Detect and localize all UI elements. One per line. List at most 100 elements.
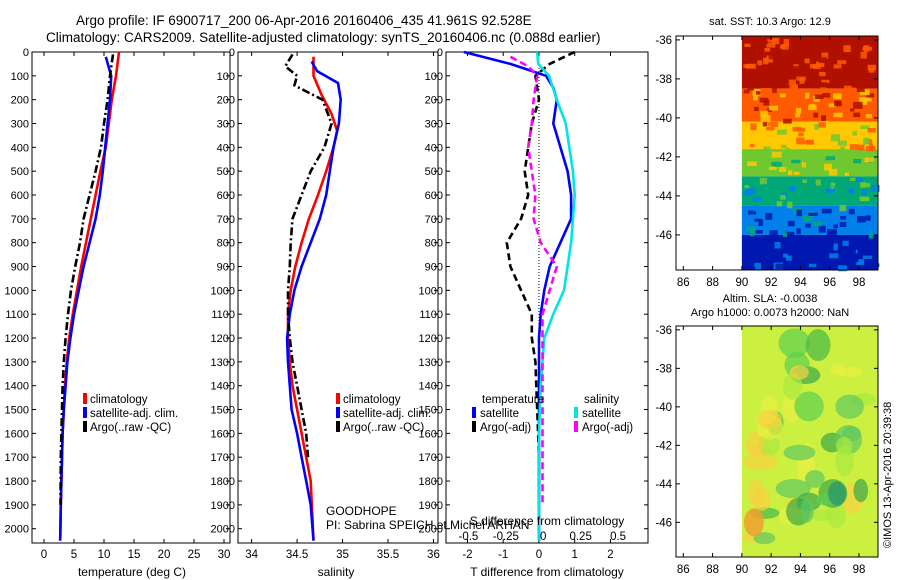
y-tick-label: 600 — [217, 190, 235, 202]
sst-speckle — [746, 226, 756, 231]
sst-speckle — [780, 194, 786, 200]
y-tick-label: 800 — [425, 238, 443, 250]
x-tick-label: 92 — [765, 277, 778, 289]
sst-speckle — [818, 122, 826, 128]
y-tick-label: 1600 — [211, 428, 235, 440]
sst-speckle — [760, 110, 769, 118]
sst-speckle — [759, 97, 769, 103]
sst-speckle — [860, 125, 870, 129]
sst-speckle — [859, 89, 870, 96]
y-tick-label: 1000 — [5, 285, 29, 297]
sst-speckle — [865, 215, 871, 221]
y-tick-label: 500 — [11, 166, 29, 178]
sst-speckle — [757, 83, 765, 89]
sst-speckle — [815, 253, 823, 257]
y-tick-label: 800 — [217, 238, 235, 250]
x-tick-label: 2 — [607, 549, 613, 561]
y-tick-label: 500 — [425, 166, 443, 178]
sst-speckle — [839, 204, 847, 212]
sst-speckle — [771, 161, 778, 167]
sst-speckle — [754, 106, 759, 111]
sst-speckle — [797, 127, 806, 132]
series-satellite-adj-clim- — [285, 60, 343, 541]
sst-speckle — [842, 240, 849, 246]
sst-speckle — [763, 57, 769, 65]
sst-speckle — [763, 146, 771, 152]
sst-speckle — [814, 94, 824, 100]
y-tick-label: 300 — [11, 119, 29, 131]
y-tick-label: 300 — [217, 119, 235, 131]
legend-satellite-label: satellite-adj. clim. — [90, 408, 178, 420]
y-tick-label: 100 — [11, 71, 29, 83]
sst-speckle — [820, 115, 827, 122]
sst-speckle — [810, 55, 816, 63]
sst-speckle — [862, 255, 872, 259]
y-tick-label: -44 — [655, 191, 672, 203]
sst-speckle — [796, 228, 801, 235]
sst-speckle — [767, 121, 773, 127]
sst-speckle — [767, 39, 777, 43]
sst-speckle — [804, 58, 810, 64]
legend-salinity-title: salinity — [584, 394, 619, 406]
sst-speckle — [833, 121, 841, 128]
sst-speckle — [748, 210, 757, 215]
x-tick-label: 35 — [336, 549, 349, 561]
sst-speckle — [802, 179, 807, 184]
sst-speckle — [754, 262, 762, 270]
sst-speckle — [863, 45, 870, 52]
sst-speckle — [833, 243, 838, 251]
sst-speckle — [856, 87, 865, 92]
sst-speckle — [863, 97, 872, 102]
y-tick-label: -46 — [655, 230, 672, 242]
sst-speckle — [863, 137, 870, 145]
sst-speckle — [839, 46, 844, 51]
sst-speckle — [755, 69, 765, 75]
legend-sal-argo-label: Argo(-adj) — [582, 422, 633, 434]
sst-speckle — [765, 250, 770, 257]
sst-speckle — [768, 166, 777, 171]
sst-speckle — [762, 120, 768, 127]
legend-satellite-label: satellite-adj. clim. — [343, 408, 431, 420]
salinity-xlabel: salinity — [318, 565, 355, 579]
sst-speckle — [845, 247, 856, 254]
sst-speckle — [747, 239, 756, 246]
sst-speckle — [843, 45, 851, 53]
x-tick-label: -1 — [498, 549, 508, 561]
sst-speckle — [828, 103, 837, 108]
sst-speckle — [818, 39, 826, 44]
sst-speckle — [819, 71, 826, 77]
y-tick-label: 200 — [11, 95, 29, 107]
x-tick-label: 98 — [853, 277, 866, 289]
sst-speckle — [743, 89, 750, 94]
legend-climatology-swatch — [83, 393, 87, 404]
y-tick-label: 200 — [425, 95, 443, 107]
sst-speckle — [753, 205, 760, 212]
sst-speckle — [858, 259, 865, 264]
sla-blob — [783, 444, 816, 461]
sst-speckle — [757, 60, 763, 66]
sst-speckle — [808, 212, 818, 216]
sst-speckle — [859, 182, 866, 188]
x-tick-label: 92 — [765, 564, 778, 576]
y-tick-label: 1600 — [5, 428, 29, 440]
y-tick-label: 900 — [11, 262, 29, 274]
legend-temp-argo-swatch — [472, 421, 476, 432]
sst-speckle — [748, 259, 753, 264]
sla-blob — [753, 532, 776, 545]
sst-speckle — [847, 87, 857, 95]
series-argo-raw-qc- — [59, 54, 115, 505]
project-label: GOODHOPE — [326, 504, 397, 518]
sst-speckle — [783, 79, 790, 85]
sst-speckle — [747, 161, 757, 166]
y-tick-label: 1200 — [5, 333, 29, 345]
y-tick-label: -42 — [655, 440, 672, 452]
sst-speckle — [812, 221, 823, 227]
sst-speckle — [828, 168, 838, 176]
sla-blob — [827, 501, 846, 529]
sst-speckle — [744, 43, 751, 47]
sst-speckle — [848, 208, 855, 215]
sst-speckle — [811, 75, 818, 81]
sla-blob — [836, 436, 853, 456]
y-tick-label: 1100 — [211, 309, 235, 321]
